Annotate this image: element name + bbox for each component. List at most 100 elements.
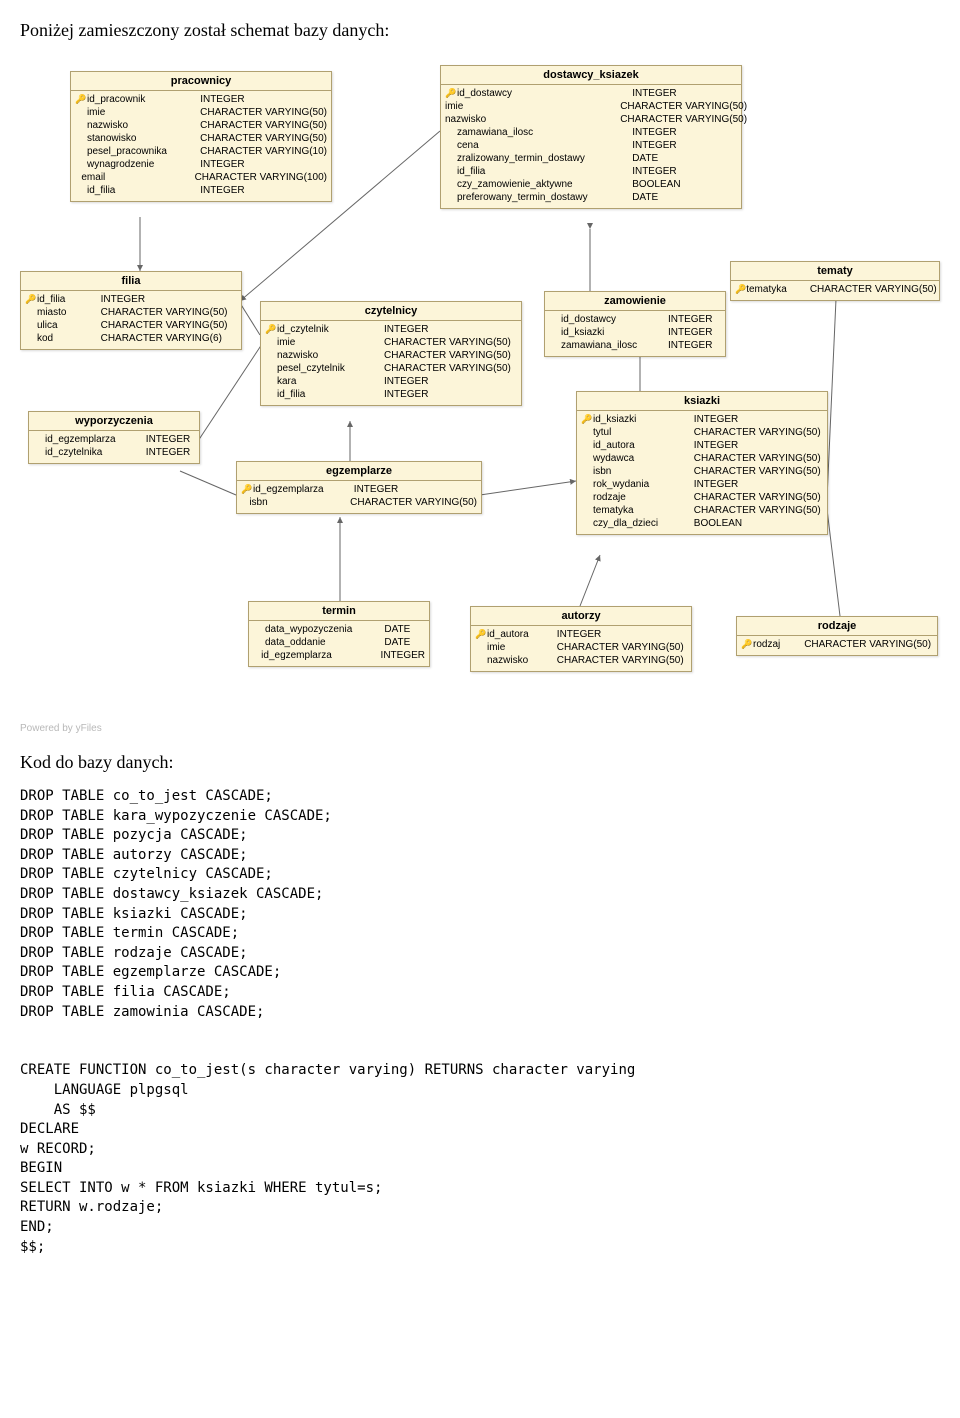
entity-wyporzyczenia: wyporzyczeniaid_egzemplarzaINTEGERid_czy…: [28, 411, 200, 464]
column-name: id_czytelnik: [277, 324, 384, 335]
column-type: INTEGER: [384, 389, 517, 400]
column-name: wydawca: [593, 453, 694, 464]
entity-termin: termindata_wypozyczeniaDATEdata_oddanieD…: [248, 601, 430, 667]
column-type: CHARACTER VARYING(50): [620, 101, 747, 112]
column-row: zralizowany_termin_dostawyDATE: [445, 152, 737, 165]
column-name: nazwisko: [445, 114, 620, 125]
column-type: CHARACTER VARYING(50): [810, 284, 937, 295]
column-type: CHARACTER VARYING(50): [384, 350, 517, 361]
column-type: INTEGER: [632, 166, 737, 177]
pk-icon: 🔑: [475, 629, 487, 640]
column-row: tytulCHARACTER VARYING(50): [581, 426, 823, 439]
column-name: imie: [87, 107, 200, 118]
column-row: id_ksiazkiINTEGER: [549, 326, 721, 339]
column-type: CHARACTER VARYING(50): [101, 307, 237, 318]
column-row: 🔑rodzajCHARACTER VARYING(50): [741, 638, 933, 651]
column-type: INTEGER: [694, 414, 823, 425]
column-type: CHARACTER VARYING(50): [694, 492, 823, 503]
column-name: id_autora: [487, 629, 557, 640]
column-name: id_filia: [37, 294, 101, 305]
column-type: CHARACTER VARYING(6): [101, 333, 237, 344]
column-type: INTEGER: [101, 294, 237, 305]
column-type: INTEGER: [694, 479, 823, 490]
column-name: pesel_czytelnik: [277, 363, 384, 374]
entity-rodzaje: rodzaje🔑rodzajCHARACTER VARYING(50): [736, 616, 938, 656]
pk-icon: 🔑: [75, 94, 87, 105]
pk-icon: 🔑: [25, 294, 37, 305]
column-name: czy_dla_dzieci: [593, 518, 694, 529]
column-type: INTEGER: [632, 127, 737, 138]
column-row: miastoCHARACTER VARYING(50): [25, 306, 237, 319]
column-row: emailCHARACTER VARYING(100): [75, 171, 327, 184]
column-row: 🔑tematykaCHARACTER VARYING(50): [735, 283, 935, 296]
entity-pracownicy: pracownicy🔑id_pracownikINTEGERimieCHARAC…: [70, 71, 332, 202]
column-type: INTEGER: [200, 159, 327, 170]
page-heading: Poniżej zamieszczony został schemat bazy…: [20, 20, 940, 41]
entity-dostawcy_ksiazek: dostawcy_ksiazek🔑id_dostawcyINTEGERimieC…: [440, 65, 742, 209]
er-diagram: pracownicy🔑id_pracownikINTEGERimieCHARAC…: [20, 61, 940, 721]
column-name: id_filia: [457, 166, 632, 177]
column-name: tytul: [593, 427, 694, 438]
code-heading: Kod do bazy danych:: [20, 752, 940, 773]
column-row: id_filiaINTEGER: [75, 184, 327, 197]
column-type: INTEGER: [200, 185, 327, 196]
column-type: BOOLEAN: [694, 518, 823, 529]
column-row: id_egzemplarzaINTEGER: [33, 433, 195, 446]
column-name: kod: [37, 333, 101, 344]
column-row: stanowiskoCHARACTER VARYING(50): [75, 132, 327, 145]
column-type: INTEGER: [632, 140, 737, 151]
entity-tematy: tematy 🔑tematykaCHARACTER VARYING(50): [730, 261, 940, 301]
column-name: czy_zamowienie_aktywne: [457, 179, 632, 190]
column-name: email: [81, 172, 194, 183]
column-type: CHARACTER VARYING(50): [350, 497, 477, 508]
column-row: tematykaCHARACTER VARYING(50): [581, 504, 823, 517]
column-type: DATE: [632, 192, 737, 203]
column-type: INTEGER: [384, 376, 517, 387]
column-row: nazwiskoCHARACTER VARYING(50): [445, 113, 737, 126]
column-type: INTEGER: [668, 327, 721, 338]
column-name: id_pracownik: [87, 94, 200, 105]
powered-by-label: Powered by yFiles: [20, 723, 940, 734]
column-type: CHARACTER VARYING(50): [804, 639, 933, 650]
column-name: data_oddanie: [265, 637, 384, 648]
column-type: DATE: [384, 637, 425, 648]
column-row: 🔑id_ksiazkiINTEGER: [581, 413, 823, 426]
column-row: rodzajeCHARACTER VARYING(50): [581, 491, 823, 504]
column-row: 🔑id_czytelnikINTEGER: [265, 323, 517, 336]
column-name: pesel_pracownika: [87, 146, 200, 157]
pk-icon: 🔑: [735, 284, 746, 295]
column-type: CHARACTER VARYING(50): [101, 320, 237, 331]
column-type: INTEGER: [668, 314, 721, 325]
column-row: id_egzemplarzaINTEGER: [253, 649, 425, 662]
column-type: INTEGER: [668, 340, 721, 351]
entity-filia: filia🔑id_filiaINTEGERmiastoCHARACTER VAR…: [20, 271, 242, 350]
column-name: id_dostawcy: [561, 314, 668, 325]
column-row: isbnCHARACTER VARYING(50): [241, 496, 477, 509]
column-row: id_czytelnikaINTEGER: [33, 446, 195, 459]
column-name: stanowisko: [87, 133, 200, 144]
column-row: pesel_pracownikaCHARACTER VARYING(10): [75, 145, 327, 158]
column-row: cenaINTEGER: [445, 139, 737, 152]
entity-title: egzemplarze: [237, 462, 481, 481]
column-row: 🔑id_egzemplarzaINTEGER: [241, 483, 477, 496]
entity-title: czytelnicy: [261, 302, 521, 321]
column-row: id_filiaINTEGER: [265, 388, 517, 401]
column-name: isbn: [249, 497, 350, 508]
entity-egzemplarze: egzemplarze 🔑id_egzemplarzaINTEGERisbnCHA…: [236, 461, 482, 514]
entity-zamowienie: zamowienieid_dostawcyINTEGERid_ksiazkiIN…: [544, 291, 726, 357]
entity-ksiazki: ksiazki🔑id_ksiazkiINTEGERtytulCHARACTER …: [576, 391, 828, 535]
column-type: DATE: [384, 624, 425, 635]
entity-title: tematy: [731, 262, 939, 281]
column-type: INTEGER: [632, 88, 737, 99]
column-name: imie: [487, 642, 557, 653]
column-type: CHARACTER VARYING(50): [200, 107, 327, 118]
column-name: id_egzemplarza: [261, 650, 380, 661]
column-name: imie: [445, 101, 620, 112]
column-row: imieCHARACTER VARYING(50): [75, 106, 327, 119]
column-type: CHARACTER VARYING(50): [694, 466, 823, 477]
column-type: INTEGER: [694, 440, 823, 451]
column-row: 🔑id_filiaINTEGER: [25, 293, 237, 306]
column-name: rodzaje: [593, 492, 694, 503]
column-name: tematyka: [746, 284, 810, 295]
column-type: INTEGER: [146, 434, 195, 445]
